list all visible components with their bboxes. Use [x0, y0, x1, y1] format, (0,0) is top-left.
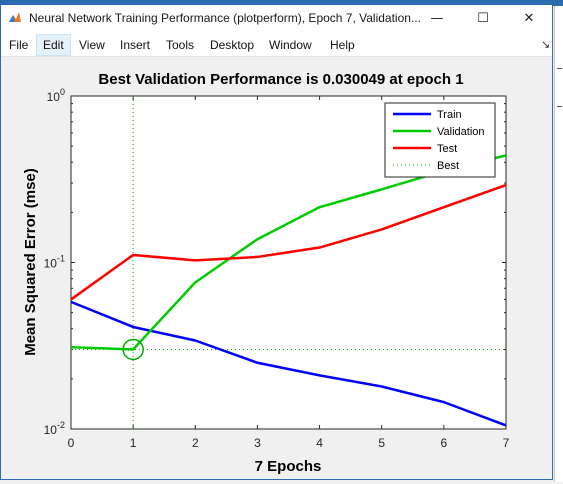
- matlab-icon: [9, 12, 21, 22]
- menu-tools[interactable]: Tools: [166, 38, 195, 52]
- y-tick-label: 10-2: [44, 420, 65, 437]
- x-tick-label: 2: [192, 436, 199, 450]
- menu-desktop[interactable]: Desktop: [210, 38, 255, 52]
- menu-view[interactable]: View: [79, 38, 105, 52]
- legend-label-best: Best: [437, 160, 459, 172]
- legend-box: [384, 102, 496, 178]
- x-tick-label: 7: [503, 436, 510, 450]
- window-title: Neural Network Training Performance (plo…: [29, 11, 421, 25]
- background-window-edge: [0, 0, 563, 6]
- performance-chart: Best Validation Performance is 0.030049 …: [22, 71, 510, 475]
- figure-window: Neural Network Training Performance (plo…: [0, 4, 553, 480]
- x-axis-label: 7 Epochs: [255, 458, 322, 475]
- menu-insert[interactable]: Insert: [120, 38, 151, 52]
- x-tick-label: 6: [441, 436, 448, 450]
- y-tick-label: 100: [47, 87, 65, 104]
- close-button[interactable]: ✕: [506, 5, 552, 32]
- series-line-test: [70, 183, 507, 301]
- y-axis-label: Mean Squared Error (mse): [22, 168, 39, 356]
- minimize-icon: —: [430, 11, 444, 26]
- minimize-button[interactable]: —: [414, 5, 460, 32]
- legend-label-train: Train: [437, 109, 462, 121]
- chart-title: Best Validation Performance is 0.030049 …: [98, 71, 463, 88]
- x-tick-label: 4: [316, 436, 323, 450]
- x-tick-label: 5: [378, 436, 385, 450]
- series-line-train: [70, 300, 507, 427]
- maximize-button[interactable]: ☐: [460, 5, 506, 32]
- menu-help[interactable]: Help: [330, 38, 355, 52]
- figure-canvas: Best Validation Performance is 0.030049 …: [1, 57, 552, 479]
- dock-arrow-icon[interactable]: ↘: [541, 39, 551, 51]
- legend-label-test: Test: [437, 143, 457, 155]
- y-tick-label: 10-1: [44, 254, 65, 271]
- menu-window[interactable]: Window: [269, 38, 312, 52]
- menu-bar: File Edit View Insert Tools Desktop Wind…: [1, 34, 552, 57]
- close-icon: ✕: [523, 11, 535, 26]
- maximize-icon: ☐: [477, 11, 489, 26]
- legend-label-validation: Validation: [437, 126, 485, 138]
- x-tick-label: 0: [68, 436, 75, 450]
- x-tick-label: 1: [130, 436, 137, 450]
- menu-file[interactable]: File: [9, 38, 29, 52]
- menu-edit[interactable]: Edit: [36, 34, 71, 56]
- title-bar[interactable]: Neural Network Training Performance (plo…: [1, 5, 552, 32]
- x-tick-label: 3: [254, 436, 261, 450]
- background-window: [554, 6, 563, 482]
- best-point-marker: [122, 338, 144, 361]
- legend: Train Validation Test Best: [384, 102, 496, 178]
